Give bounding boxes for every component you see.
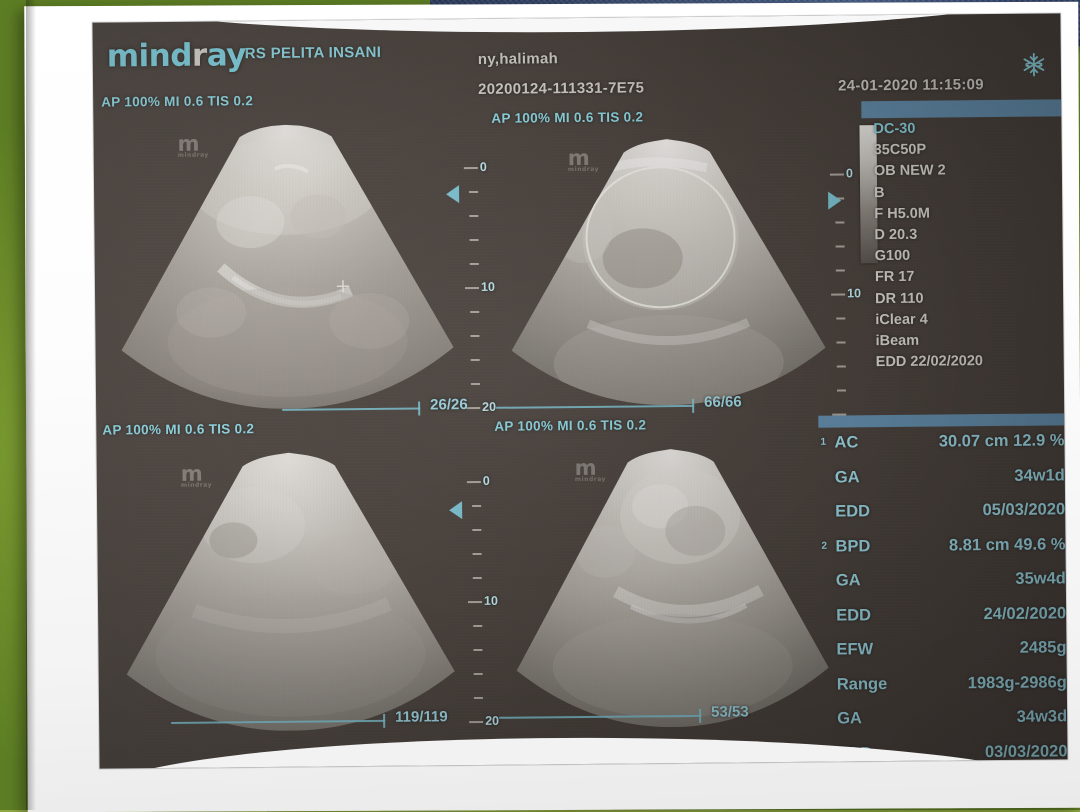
ultrasound-image-panel-3[interactable]: m mindray <box>103 443 478 733</box>
watermark-sub-2: mindray <box>568 166 599 173</box>
focus-marker-bottom-left <box>449 501 462 519</box>
setting-iclear: iClear 4 <box>875 309 982 331</box>
depth-label-0-tl: 0 <box>480 160 487 174</box>
device-model-label: DC-30 <box>873 118 980 140</box>
depth-label-10-tl: 10 <box>481 280 495 294</box>
measurement-value: 30.07 cm 12.9 % <box>939 431 1065 451</box>
cine-loop-panel-3[interactable]: 119/119 <box>171 713 471 730</box>
measurement-value: 34w3d <box>1017 707 1068 726</box>
measurement-key: GA <box>836 571 861 590</box>
setting-dynamic-range: DR 110 <box>875 288 982 310</box>
mindray-watermark-1: m mindray <box>177 132 208 159</box>
acoustic-output-panel4: AP 100% MI 0.6 TIS 0.2 <box>494 417 646 433</box>
setting-ibeam: iBeam <box>875 330 982 352</box>
cine-loop-panel-1[interactable]: 26/26 <box>282 401 432 416</box>
setting-depth: D 20.3 <box>874 224 981 246</box>
measurement-value: 24/02/2020 <box>983 604 1066 624</box>
focus-marker-top-left <box>446 185 459 203</box>
measurement-key: EFW <box>836 640 873 659</box>
measurements-header-bar <box>818 413 1064 427</box>
mindray-logo: mindray <box>107 37 247 74</box>
depth-label-10-bl: 10 <box>484 594 498 608</box>
depth-label-10-tr: 10 <box>847 286 861 300</box>
mindray-watermark-2: m mindray <box>568 146 599 173</box>
study-datetime: 24-01-2020 11:15:09 <box>838 76 984 94</box>
logo-text-part1: mind <box>107 38 193 75</box>
measurement-row: GA 34w3d <box>823 707 1067 744</box>
acoustic-output-panel1: AP 100% MI 0.6 TIS 0.2 <box>101 93 253 109</box>
cine-counter-3: 119/119 <box>395 708 448 726</box>
measurement-value: 03/03/2020 <box>985 742 1068 762</box>
measurement-value: 05/03/2020 <box>982 500 1065 520</box>
settings-header-bar <box>861 99 1061 118</box>
measurements-table: 1 AC 30.07 cm 12.9 % GA 34w1d EDD 05/03/… <box>820 431 1067 768</box>
settings-list: DC-30 35C50P OB NEW 2 B F H5.0M D 20.3 G… <box>873 118 983 373</box>
ultrasound-image-panel-4[interactable]: m mindray <box>494 439 849 728</box>
sector-image-3 <box>103 443 478 733</box>
depth-scale-top-left: 0 10 20 <box>446 139 497 409</box>
sector-image-1 <box>99 115 474 411</box>
setting-frame-rate: FR 17 <box>875 267 982 289</box>
acoustic-output-panel2: AP 100% MI 0.6 TIS 0.2 <box>491 109 643 125</box>
cine-counter-1: 26/26 <box>430 396 468 413</box>
cine-counter-2: 66/66 <box>704 393 742 410</box>
measurement-index: 1 <box>820 437 826 448</box>
measurement-value: 35w4d <box>1015 569 1066 588</box>
measurement-key: GA <box>837 709 862 728</box>
sector-image-2 <box>492 131 845 406</box>
sector-image-4 <box>494 439 849 728</box>
setting-edd: EDD 22/02/2020 <box>876 351 983 373</box>
setting-probe: 35C50P <box>874 139 981 161</box>
measurement-value: 8.81 cm 49.6 % <box>949 535 1066 555</box>
setting-mode: B <box>874 182 981 204</box>
measurement-key: EDD <box>835 502 870 521</box>
watermark-sub-3: mindray <box>181 482 212 489</box>
watermark-sub-1: mindray <box>178 152 209 159</box>
focus-marker-top-right <box>828 191 841 209</box>
measurement-row: EDD 24/02/2020 <box>822 604 1066 641</box>
setting-preset: OB NEW 2 <box>874 161 981 183</box>
measurement-row: 2 BPD 8.81 cm 49.6 % <box>821 535 1065 572</box>
measurement-row: GA 34w1d <box>821 466 1065 503</box>
measurement-index: 2 <box>821 540 827 551</box>
study-id: 20200124-111331-7E75 <box>478 79 644 98</box>
measurement-value: 1983g-2986g <box>968 673 1067 693</box>
measurement-key: Range <box>837 675 888 694</box>
cine-counter-4: 53/53 <box>711 703 749 720</box>
ultrasound-printout: mindray RS PELITA INSANI ny,halimah 2020… <box>92 13 1067 768</box>
ultrasound-image-panel-1[interactable]: m mindray <box>99 115 474 411</box>
depth-label-0-bl: 0 <box>483 474 490 488</box>
logo-text-part2: r <box>192 38 207 74</box>
measurement-row: 1 AC 30.07 cm 12.9 % <box>820 431 1064 468</box>
measurement-key: AC <box>834 433 858 452</box>
logo-text-part3: ay <box>207 37 247 73</box>
mindray-watermark-4: m mindray <box>575 456 606 483</box>
watermark-sub-4: mindray <box>575 476 606 483</box>
measurement-value: 2485g <box>1020 638 1067 657</box>
snowflake-icon <box>1021 52 1047 78</box>
cine-loop-panel-4[interactable]: 53/53 <box>499 708 799 725</box>
patient-name: ny,halimah <box>478 50 558 68</box>
measurement-key: GA <box>835 468 860 487</box>
measurement-key: EDD <box>836 606 871 625</box>
measurement-key: BPD <box>835 537 870 556</box>
depth-scale-bottom-left: 0 10 20 <box>449 459 500 729</box>
measurement-value: 34w1d <box>1014 466 1065 485</box>
paper-left-edge-shadow <box>26 0 36 810</box>
measurement-row: Range 1983g-2986g <box>823 673 1067 710</box>
depth-label-20-tl: 20 <box>482 400 496 414</box>
ultrasound-image-panel-2[interactable]: m mindray <box>492 131 845 406</box>
setting-gain: G100 <box>875 245 982 267</box>
hospital-name: RS PELITA INSANI <box>245 44 382 62</box>
acoustic-output-panel3: AP 100% MI 0.6 TIS 0.2 <box>102 421 254 437</box>
measurement-row: EDD 05/03/2020 <box>821 500 1065 537</box>
measurement-row: GA 35w4d <box>822 569 1066 606</box>
mindray-watermark-3: m mindray <box>181 462 212 489</box>
setting-frequency: F H5.0M <box>874 203 981 225</box>
depth-label-20-bl: 20 <box>485 714 499 728</box>
depth-label-0-tr: 0 <box>846 166 853 180</box>
measurement-row: EFW 2485g <box>822 638 1066 675</box>
cine-loop-panel-2[interactable]: 66/66 <box>496 398 806 415</box>
